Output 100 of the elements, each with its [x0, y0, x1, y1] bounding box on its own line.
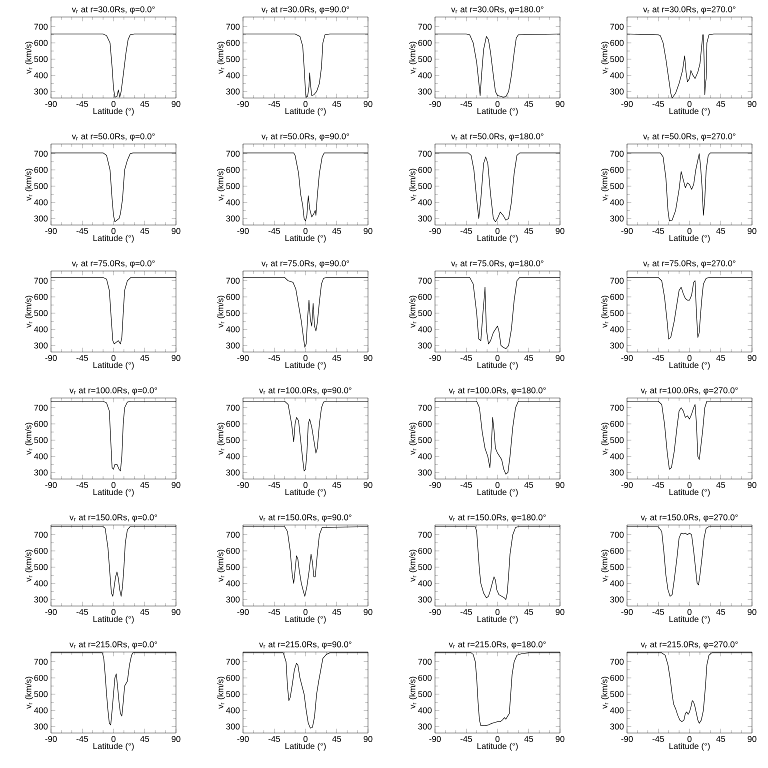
y-tick-label: 600 [34, 420, 48, 427]
y-tick-label: 600 [610, 674, 624, 681]
chart-title: v$_{r}$ at r=30.0Rs, φ=180.0° [451, 6, 544, 14]
x-tick-label: 0 [111, 355, 116, 362]
x-tick-label: 0 [687, 609, 692, 616]
x-tick-label: 90 [748, 355, 756, 362]
x-tick-label: -90 [429, 482, 441, 488]
y-tick-label: 300 [610, 470, 624, 476]
x-tick-label: -90 [237, 101, 249, 108]
y-tick-label: 500 [418, 183, 432, 190]
y-tick-label: 700 [34, 24, 48, 30]
x-tick-label: -90 [621, 482, 633, 488]
x-tick-label: 45 [140, 609, 150, 615]
x-axis-title: Latitude (°) [93, 742, 134, 751]
x-tick-label: 45 [140, 101, 150, 107]
x-tick-label: -45 [76, 736, 88, 742]
y-tick-label: 500 [610, 310, 624, 316]
x-tick-label: -45 [652, 482, 664, 488]
x-axis-title: Latitude (°) [285, 488, 326, 497]
chart-title: v$_{r}$ at r=50.0Rs, φ=90.0° [261, 133, 350, 141]
y-tick-label: 500 [610, 691, 624, 698]
y-tick-label: 700 [34, 532, 48, 538]
y-tick-label: 400 [226, 326, 240, 332]
x-tick-label: -45 [76, 609, 88, 615]
x-tick-label: 45 [716, 228, 726, 234]
x-tick-label: 45 [716, 482, 726, 488]
chart-title: v$_{r}$ at r=100.0Rs, φ=180.0° [448, 387, 546, 395]
chart-title: v$_{r}$ at r=215.0Rs, φ=0.0° [69, 641, 158, 650]
y-tick-label: 700 [610, 278, 624, 284]
x-tick-label: 45 [332, 228, 342, 234]
x-tick-label: 90 [556, 736, 564, 742]
chart-title: v$_{r}$ at r=215.0Rs, φ=270.0° [640, 641, 738, 650]
y-tick-label: 600 [418, 40, 432, 46]
x-tick-label: 90 [748, 736, 756, 742]
y-tick-label: 600 [610, 548, 624, 554]
x-tick-label: 90 [172, 736, 180, 742]
x-tick-label: 45 [140, 228, 150, 234]
y-tick-label: 300 [418, 342, 432, 349]
x-axis-title: Latitude (°) [93, 362, 134, 370]
x-axis-title: Latitude (°) [477, 488, 518, 497]
x-tick-label: -90 [621, 355, 633, 362]
x-axis-title: Latitude (°) [93, 488, 134, 497]
y-tick-label: 500 [34, 437, 48, 444]
x-tick-label: -45 [652, 101, 664, 107]
y-tick-label: 700 [34, 150, 48, 157]
x-axis-title: Latitude (°) [669, 616, 710, 624]
x-tick-label: 90 [364, 609, 372, 616]
x-tick-label: 0 [303, 609, 308, 616]
y-tick-label: 400 [610, 707, 624, 714]
y-axis-title: v$_{r}$ (km/s) [601, 296, 610, 328]
x-tick-label: 45 [332, 736, 342, 742]
x-tick-label: -45 [268, 736, 280, 742]
y-tick-label: 300 [226, 596, 240, 603]
x-axis-title: Latitude (°) [477, 362, 518, 370]
y-tick-label: 400 [226, 707, 240, 714]
chart-title: v$_{r}$ at r=30.0Rs, φ=0.0° [72, 6, 155, 14]
y-tick-label: 600 [418, 548, 432, 554]
y-axis-title: v$_{r}$ (km/s) [25, 550, 34, 582]
x-tick-label: 90 [556, 228, 564, 234]
y-axis-title: v$_{r}$ (km/s) [25, 422, 34, 455]
x-tick-label: 90 [556, 355, 564, 362]
x-tick-label: -45 [652, 228, 664, 234]
x-tick-label: 45 [332, 101, 342, 107]
y-tick-label: 300 [226, 342, 240, 349]
x-tick-label: -90 [429, 101, 441, 108]
x-tick-label: -45 [460, 355, 472, 361]
x-tick-label: -90 [45, 355, 57, 362]
y-axis-title: v$_{r}$ (km/s) [601, 676, 610, 709]
x-tick-label: -90 [621, 228, 633, 234]
x-tick-label: 45 [140, 355, 150, 361]
x-tick-label: 0 [495, 482, 500, 488]
x-axis-title: Latitude (°) [285, 234, 326, 243]
x-tick-label: 0 [111, 482, 116, 488]
x-tick-label: 45 [524, 609, 534, 615]
x-tick-label: 0 [303, 482, 308, 488]
y-tick-label: 300 [34, 216, 48, 222]
y-tick-label: 500 [610, 183, 624, 190]
x-tick-label: 0 [687, 101, 692, 108]
x-tick-label: 0 [111, 609, 116, 616]
x-tick-label: -90 [45, 736, 57, 742]
x-tick-label: -45 [76, 101, 88, 107]
x-tick-label: 90 [172, 228, 180, 234]
x-tick-label: 90 [556, 609, 564, 616]
x-tick-label: 45 [716, 609, 726, 615]
x-tick-label: 90 [748, 482, 756, 488]
x-tick-label: 45 [332, 355, 342, 361]
x-tick-label: 0 [303, 736, 308, 742]
x-axis-title: Latitude (°) [477, 616, 518, 624]
chart-title: v$_{r}$ at r=75.0Rs, φ=270.0° [643, 260, 736, 268]
y-tick-label: 400 [610, 453, 624, 460]
y-tick-label: 700 [34, 278, 48, 284]
x-tick-label: -45 [460, 736, 472, 742]
y-tick-label: 600 [418, 420, 432, 427]
y-tick-label: 500 [418, 56, 432, 62]
x-tick-label: 45 [716, 101, 726, 107]
x-tick-label: 45 [716, 736, 726, 742]
y-axis-title: v$_{r}$ (km/s) [409, 550, 418, 582]
x-tick-label: 0 [495, 101, 500, 108]
y-axis-title: v$_{r}$ (km/s) [601, 42, 610, 74]
x-axis-title: Latitude (°) [285, 742, 326, 751]
